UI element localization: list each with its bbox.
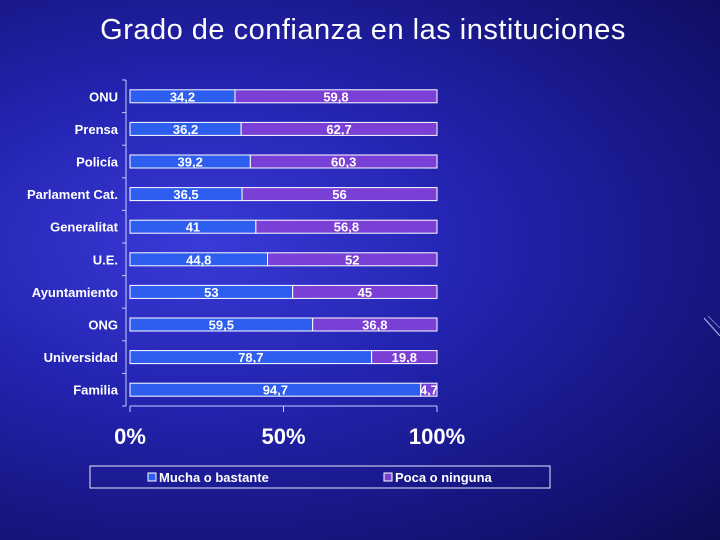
category-label: Parlament Cat. — [27, 187, 118, 202]
legend-swatch — [383, 472, 393, 482]
data-label: 44,8 — [186, 252, 211, 267]
data-label: 36,8 — [362, 318, 387, 333]
data-label: 56 — [332, 187, 346, 202]
data-label: 4,7 — [420, 383, 438, 398]
category-label: ONU — [89, 89, 118, 104]
legend-swatch — [147, 472, 157, 482]
data-label: 62,7 — [326, 122, 351, 137]
category-label: Policía — [76, 155, 119, 170]
bar-segment — [240, 121, 438, 136]
data-label: 60,3 — [331, 155, 356, 170]
data-label: 94,7 — [263, 383, 288, 398]
x-tick-label: 100% — [409, 424, 465, 449]
data-label: 34,2 — [170, 89, 195, 104]
legend-label: Mucha o bastante — [159, 470, 269, 485]
category-label: Familia — [73, 383, 119, 398]
slide-title: Grado de confianza en las instituciones — [100, 14, 626, 46]
decorative-streak — [703, 317, 720, 337]
bar-segment — [292, 284, 438, 299]
data-label: 59,5 — [209, 318, 234, 333]
data-label: 19,8 — [392, 350, 417, 365]
bar-segment — [241, 187, 438, 202]
data-label: 41 — [186, 220, 200, 235]
legend-box — [89, 465, 551, 489]
category-label: Prensa — [75, 122, 119, 137]
data-label: 56,8 — [334, 220, 359, 235]
category-label: ONG — [88, 318, 118, 333]
category-label: Generalitat — [50, 220, 119, 235]
bar-segment — [371, 350, 438, 365]
data-label: 52 — [345, 252, 359, 267]
bar-segment — [255, 219, 438, 234]
bar-segment — [267, 252, 438, 267]
category-label: U.E. — [93, 252, 118, 267]
data-label: 39,2 — [178, 155, 203, 170]
bar-segment — [249, 154, 438, 169]
bar-segment — [420, 382, 438, 397]
bar-segment — [312, 317, 438, 332]
data-label: 45 — [358, 285, 372, 300]
data-label: 53 — [204, 285, 218, 300]
category-label: Universidad — [44, 350, 118, 365]
data-label: 36,2 — [173, 122, 198, 137]
data-label: 36,5 — [173, 187, 198, 202]
data-label: 59,8 — [323, 89, 348, 104]
x-tick-label: 0% — [114, 424, 146, 449]
decorative-streak — [707, 315, 720, 329]
category-label: Ayuntamiento — [32, 285, 118, 300]
bar-segment — [234, 89, 438, 104]
data-label: 78,7 — [238, 350, 263, 365]
x-tick-label: 50% — [261, 424, 305, 449]
legend-label: Poca o ninguna — [395, 470, 493, 485]
